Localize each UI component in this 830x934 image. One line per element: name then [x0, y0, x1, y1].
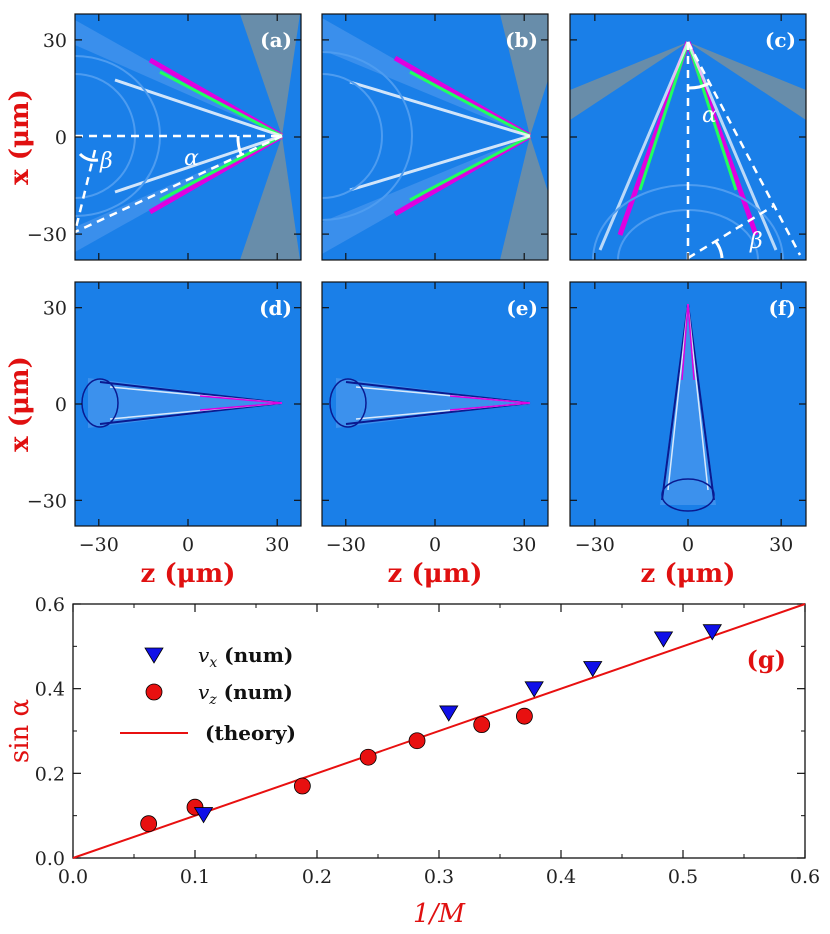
- panel-c: α β (c): [569, 13, 807, 261]
- chart-g-ytick-label: 0.4: [35, 679, 65, 701]
- top-xtick-label: 0: [682, 534, 694, 556]
- chart-g-ytick-label: 0.6: [35, 594, 65, 616]
- chart-g-xlabel: 1/M: [413, 899, 466, 929]
- panel-d-label: (d): [259, 296, 292, 320]
- chart-g-xtick-label: 0.0: [58, 866, 88, 888]
- top-xlabel: z (μm): [388, 559, 483, 589]
- panel-a-beta-line: [73, 149, 97, 233]
- panel-c-beta-arc: [714, 241, 724, 259]
- panel-b: (b): [321, 13, 549, 261]
- panel-a-alpha-label: α: [184, 146, 199, 171]
- legend-label-vz: vz (num): [198, 680, 293, 708]
- top-ytick-label: 30: [43, 30, 67, 52]
- top-ytick-label: −30: [27, 490, 67, 512]
- top-ytick-label: 0: [55, 394, 67, 416]
- chart-g-xtick-label: 0.2: [302, 866, 332, 888]
- panel-e: (e): [321, 281, 549, 527]
- chart-g-legend: vx (num) vz (num) (theory): [120, 643, 296, 745]
- legend-marker-vx: [144, 647, 164, 664]
- vx-point: [193, 807, 214, 824]
- chart-g-ticks: 0.0 0.1 0.2 0.3 0.4 0.5 0.6 0.0 0.2 0.4 0.6 1/M sin …: [5, 594, 820, 929]
- vx-point: [439, 705, 459, 722]
- top-ytick-label: 30: [43, 298, 67, 320]
- legend-label-vx: vx (num): [198, 643, 293, 671]
- top-ytick-label: −30: [27, 224, 67, 246]
- panel-b-wave-pattern: [322, 14, 548, 260]
- chart-g-xtick-label: 0.4: [546, 866, 576, 888]
- panel-d-wave-pattern: [81, 378, 283, 428]
- panel-c-beta-line: [687, 203, 776, 260]
- panel-c-ray-line: [686, 41, 802, 256]
- panel-b-label: (b): [505, 28, 538, 52]
- legend-marker-vz: [145, 683, 163, 701]
- panel-f-label: (f): [768, 296, 796, 320]
- panel-c-beta-label: β: [749, 229, 763, 254]
- vz-point: [408, 732, 426, 750]
- chart-g-ytick-label: 0.0: [35, 848, 65, 870]
- panel-a-beta-label: β: [99, 149, 113, 174]
- vx-point: [524, 681, 544, 698]
- vx-point: [583, 661, 603, 678]
- chart-g-points: [140, 624, 722, 833]
- top-xtick-label: 30: [265, 534, 289, 556]
- panel-a-alpha-arc: [236, 135, 243, 155]
- panel-a-wave-pattern: [75, 14, 300, 260]
- panel-a: α β (a): [73, 13, 302, 261]
- theory-line: [72, 603, 806, 859]
- panel-c-alpha-arc: [687, 81, 711, 90]
- chart-g: 0.0 0.1 0.2 0.3 0.4 0.5 0.6 0.0 0.2 0.4 0.6 1/M sin …: [5, 594, 820, 929]
- panel-c-alpha-label: α: [702, 103, 717, 128]
- top-xtick-label: −30: [575, 534, 615, 556]
- vz-point: [473, 716, 491, 734]
- chart-g-xtick-label: 0.6: [790, 866, 820, 888]
- panel-e-wave-pattern: [329, 378, 531, 428]
- chart-g-xtick-label: 0.3: [424, 866, 454, 888]
- legend-label-theory: (theory): [205, 721, 296, 745]
- vx-point: [653, 631, 674, 648]
- top-xlabel: z (μm): [141, 559, 236, 589]
- top-xtick-label: 30: [512, 534, 536, 556]
- vz-point: [359, 748, 377, 766]
- chart-g-xtick-label: 0.5: [668, 866, 698, 888]
- panel-a-label: (a): [260, 28, 292, 52]
- panel-e-label: (e): [506, 296, 538, 320]
- vz-point: [516, 707, 533, 725]
- top-xtick-label: 0: [182, 534, 194, 556]
- chart-g-ylabel: sin α: [5, 699, 35, 763]
- panel-a-beta-arc: [78, 152, 99, 162]
- vz-point: [140, 815, 158, 833]
- top-xtick-label: 0: [429, 534, 441, 556]
- panel-a-ray-line: [74, 134, 283, 234]
- panel-c-label: (c): [765, 28, 796, 52]
- top-xtick-label: 30: [769, 534, 793, 556]
- top-ytick-label: 0: [55, 127, 67, 149]
- top-axes: −30 0 30 x (μm) −30 −30 0 0 30 30 z (μm) x (μm) −30 0…: [5, 14, 806, 589]
- chart-g-theory-series: [72, 603, 806, 859]
- top-xlabel: z (μm): [641, 559, 736, 589]
- top-ylabel: x (μm): [5, 89, 35, 185]
- chart-g-ytick-label: 0.2: [35, 763, 65, 785]
- vz-point: [293, 777, 311, 795]
- vx-point: [702, 624, 722, 641]
- panel-f: (f): [569, 281, 807, 527]
- top-xtick-label: −30: [326, 534, 366, 556]
- chart-g-xtick-label: 0.1: [180, 866, 210, 888]
- panel-d: (d): [74, 281, 302, 527]
- top-xtick-label: −30: [79, 534, 119, 556]
- top-ylabel: x (μm): [5, 356, 35, 452]
- panel-f-wave-pattern: [660, 303, 716, 512]
- chart-g-panel-label: (g): [747, 645, 787, 674]
